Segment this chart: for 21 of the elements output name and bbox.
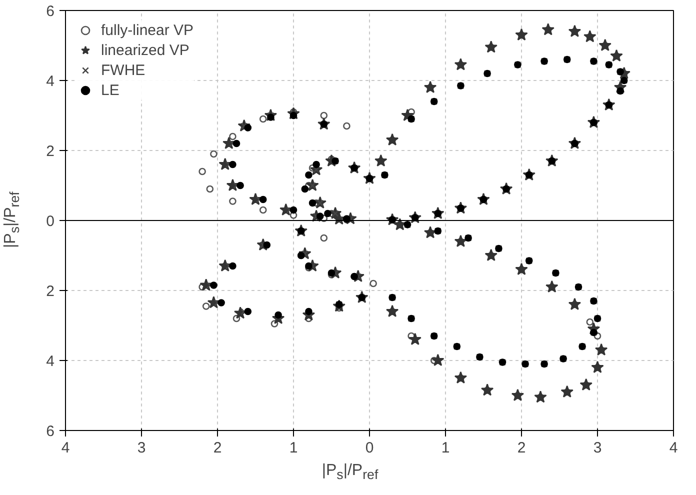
legend-label: linearized VP (101, 41, 190, 59)
y-tick-label: 0 (46, 213, 54, 230)
legend-label: fully-linear VP (101, 21, 194, 39)
y-tick-label: 4 (46, 353, 54, 370)
legend-label: LE (101, 81, 120, 99)
x-tick-label: 3 (137, 440, 146, 456)
x-tick-label: 2 (517, 440, 526, 456)
y-tick-label: 6 (46, 3, 54, 20)
x-tick-label: 3 (593, 440, 602, 456)
x-tick-label: 1 (441, 440, 450, 456)
x-tick-label: 2 (213, 440, 222, 456)
x-axis-title: |P$_{s}$|/P$_{ref}$ (320, 461, 380, 484)
y-tick-label: 2 (46, 283, 54, 300)
x-tick-label: 4 (61, 440, 70, 456)
x-tick-label: 0 (365, 440, 374, 456)
y-tick-label: 4 (46, 73, 54, 90)
x-tick-label: 4 (669, 440, 678, 456)
y-tick-label: 2 (46, 143, 54, 160)
legend-label: FWHE (101, 61, 146, 79)
y-tick-label: 6 (46, 423, 54, 440)
x-tick-label: 1 (289, 440, 298, 456)
